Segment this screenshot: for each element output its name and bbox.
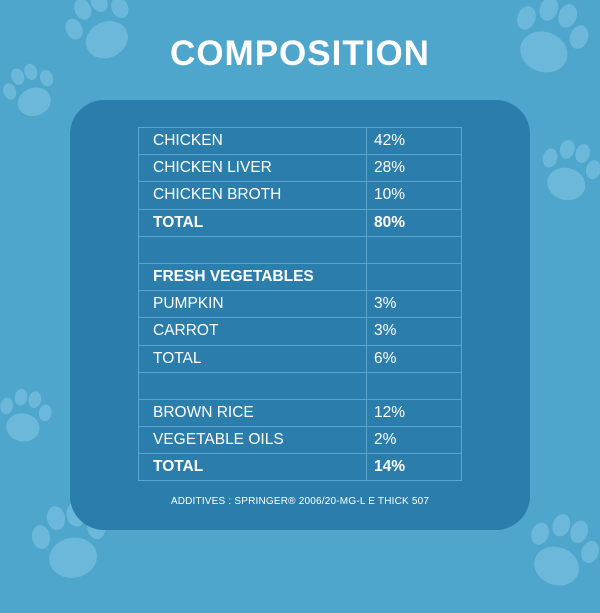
page: { "title": "COMPOSITION", "rows": [ {"na…: [0, 0, 600, 586]
ingredient-percentage: 6%: [366, 344, 462, 373]
ingredient-percentage: 12%: [366, 398, 462, 428]
ingredient-name: TOTAL: [138, 208, 367, 237]
ingredient-name: CHICKEN LIVER: [138, 154, 367, 183]
table-row: TOTAL 14%: [138, 453, 462, 482]
ingredient-percentage: 10%: [366, 181, 462, 210]
page-title: COMPOSITION: [170, 34, 430, 73]
ingredient-name: BROWN RICE: [138, 398, 367, 428]
ingredient-name: [138, 235, 367, 264]
composition-panel: CHICKEN 42% CHICKEN LIVER 28% CHICKEN BROTH 1…: [70, 100, 530, 530]
ingredient-percentage: [366, 371, 462, 400]
table-row: [138, 371, 462, 400]
ingredient-name: CARROT: [138, 317, 367, 346]
ingredient-percentage: 3%: [366, 290, 462, 319]
ingredient-name: PUMPKIN: [138, 290, 367, 319]
ingredient-name: CHICKEN: [138, 126, 367, 156]
additives-note: ADDITIVES : SPRINGER® 2006/20-MG-L E THI…: [170, 496, 430, 507]
ingredient-percentage: 28%: [366, 154, 462, 183]
paw-print-icon: [0, 374, 66, 455]
paw-print-icon: [0, 43, 80, 136]
table-row: CHICKEN 42%: [138, 126, 462, 156]
ingredient-percentage: 42%: [366, 126, 462, 156]
composition-table: CHICKEN 42% CHICKEN LIVER 28% CHICKEN BROTH 1…: [138, 126, 462, 482]
ingredient-name: FRESH VEGETABLES: [138, 262, 367, 292]
table-row: FRESH VEGETABLES: [138, 262, 462, 292]
ingredient-name: VEGETABLE OILS: [138, 426, 367, 455]
paw-print-icon: [481, 0, 600, 101]
table-row: CHICKEN LIVER 28%: [138, 154, 462, 183]
ingredient-name: TOTAL: [138, 453, 367, 482]
table-row: [138, 235, 462, 264]
paw-print-icon: [31, 0, 169, 89]
paw-print-icon: [501, 487, 600, 613]
table-row: TOTAL 80%: [138, 208, 462, 237]
table-row: CARROT 3%: [138, 317, 462, 346]
ingredient-percentage: 2%: [366, 426, 462, 455]
table-row: VEGETABLE OILS 2%: [138, 426, 462, 455]
ingredient-percentage: 3%: [366, 317, 462, 346]
ingredient-name: CHICKEN BROTH: [138, 181, 367, 210]
ingredient-percentage: 80%: [366, 208, 462, 237]
ingredient-percentage: [366, 235, 462, 264]
paw-print-icon: [521, 121, 600, 219]
table-row: BROWN RICE 12%: [138, 398, 462, 428]
ingredient-name: TOTAL: [138, 344, 367, 373]
table-row: PUMPKIN 3%: [138, 290, 462, 319]
table-row: TOTAL 6%: [138, 344, 462, 373]
ingredient-percentage: 14%: [366, 453, 462, 482]
table-row: CHICKEN BROTH 10%: [138, 181, 462, 210]
ingredient-percentage: [366, 262, 462, 292]
ingredient-name: [138, 371, 367, 400]
